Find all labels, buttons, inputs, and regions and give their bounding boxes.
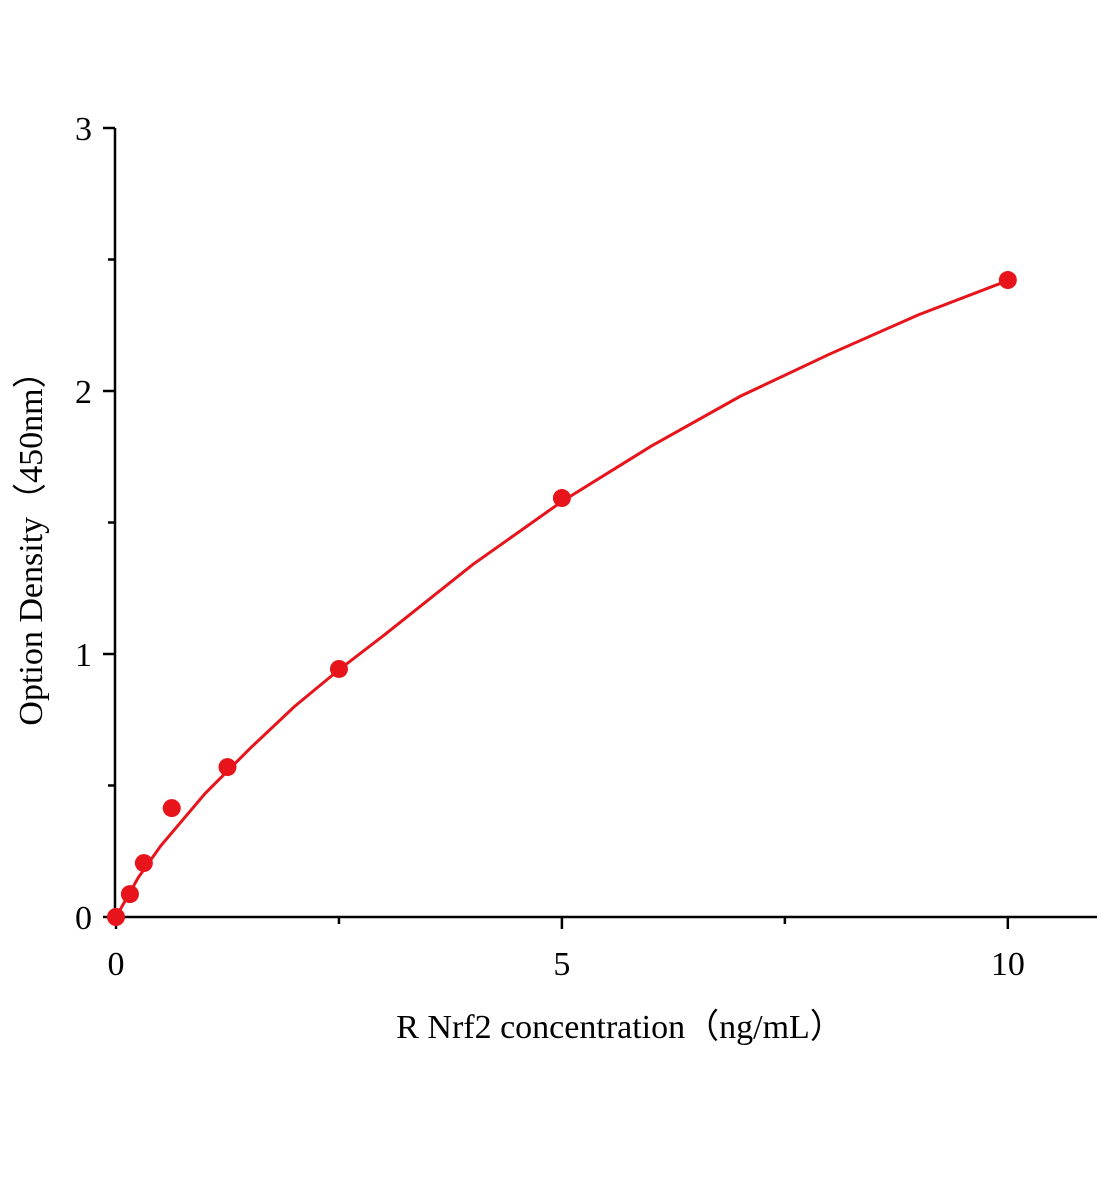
y-tick-label: 0 — [75, 900, 92, 937]
data-point — [134, 854, 153, 873]
x-axis-label: R Nrf2 concentration（ng/mL） — [396, 1008, 844, 1046]
data-point — [218, 758, 237, 777]
data-point — [329, 659, 348, 678]
x-tick-label: 5 — [553, 946, 570, 983]
data-point — [552, 489, 571, 508]
x-tick-label: 0 — [108, 946, 125, 983]
y-tick-label: 3 — [75, 111, 92, 148]
y-tick-label: 1 — [75, 637, 92, 674]
y-tick-label: 2 — [75, 374, 92, 411]
y-axis-label: Option Density（450nm） — [12, 354, 50, 725]
data-point — [120, 885, 139, 904]
x-tick-label: 10 — [991, 946, 1025, 983]
fit-curve — [114, 279, 1009, 918]
data-point — [998, 271, 1017, 290]
data-point — [107, 908, 125, 926]
data-point — [162, 799, 181, 818]
